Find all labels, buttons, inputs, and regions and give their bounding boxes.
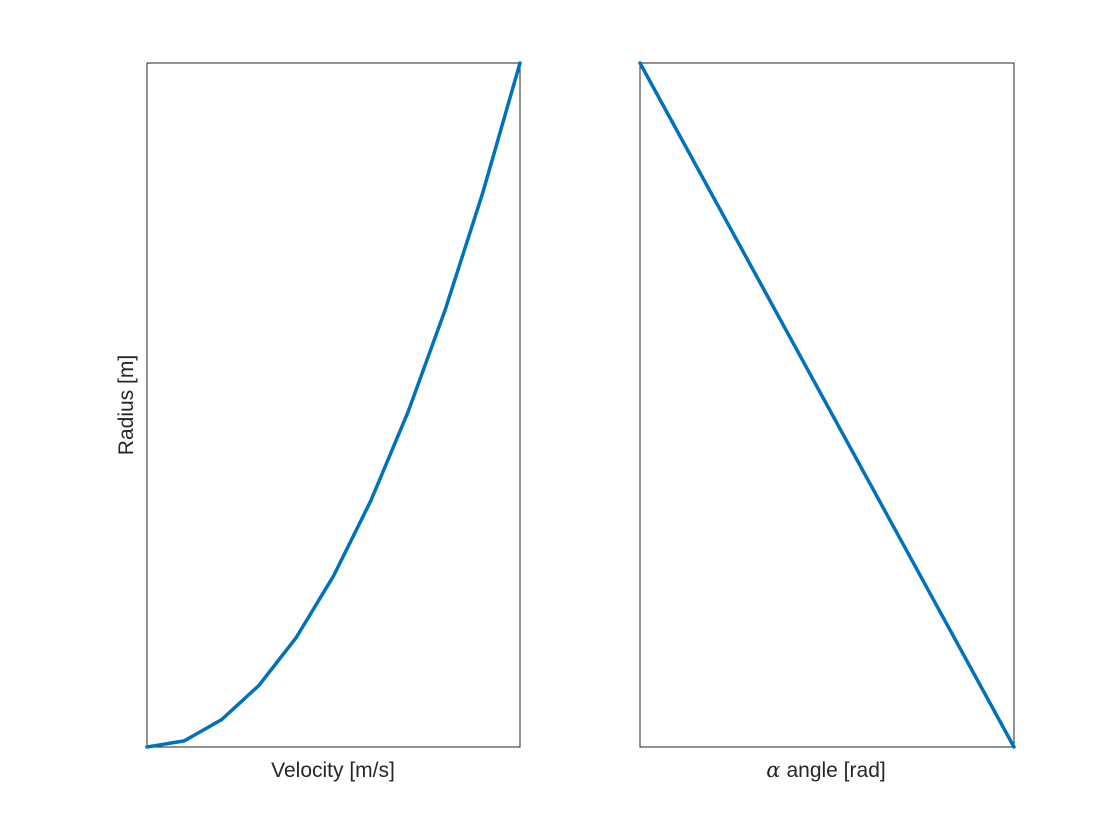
- x-axis-label-right-text: angle [rad]: [786, 759, 885, 782]
- x-axis-label-right: α angle [rad]: [766, 758, 885, 782]
- y-axis-label-left: Radius [m]: [115, 355, 138, 455]
- axes-right-frame: [639, 62, 1015, 748]
- alpha-symbol: α: [766, 758, 780, 782]
- axes-left-frame: [146, 62, 521, 748]
- axes-left: Velocity [m/s] Radius [m]: [115, 61, 522, 782]
- series-line-right: [638, 61, 1016, 749]
- axes-right: α angle [rad]: [638, 61, 1016, 782]
- series-line-left: [145, 61, 522, 749]
- x-axis-label-left: Velocity [m/s]: [271, 759, 395, 782]
